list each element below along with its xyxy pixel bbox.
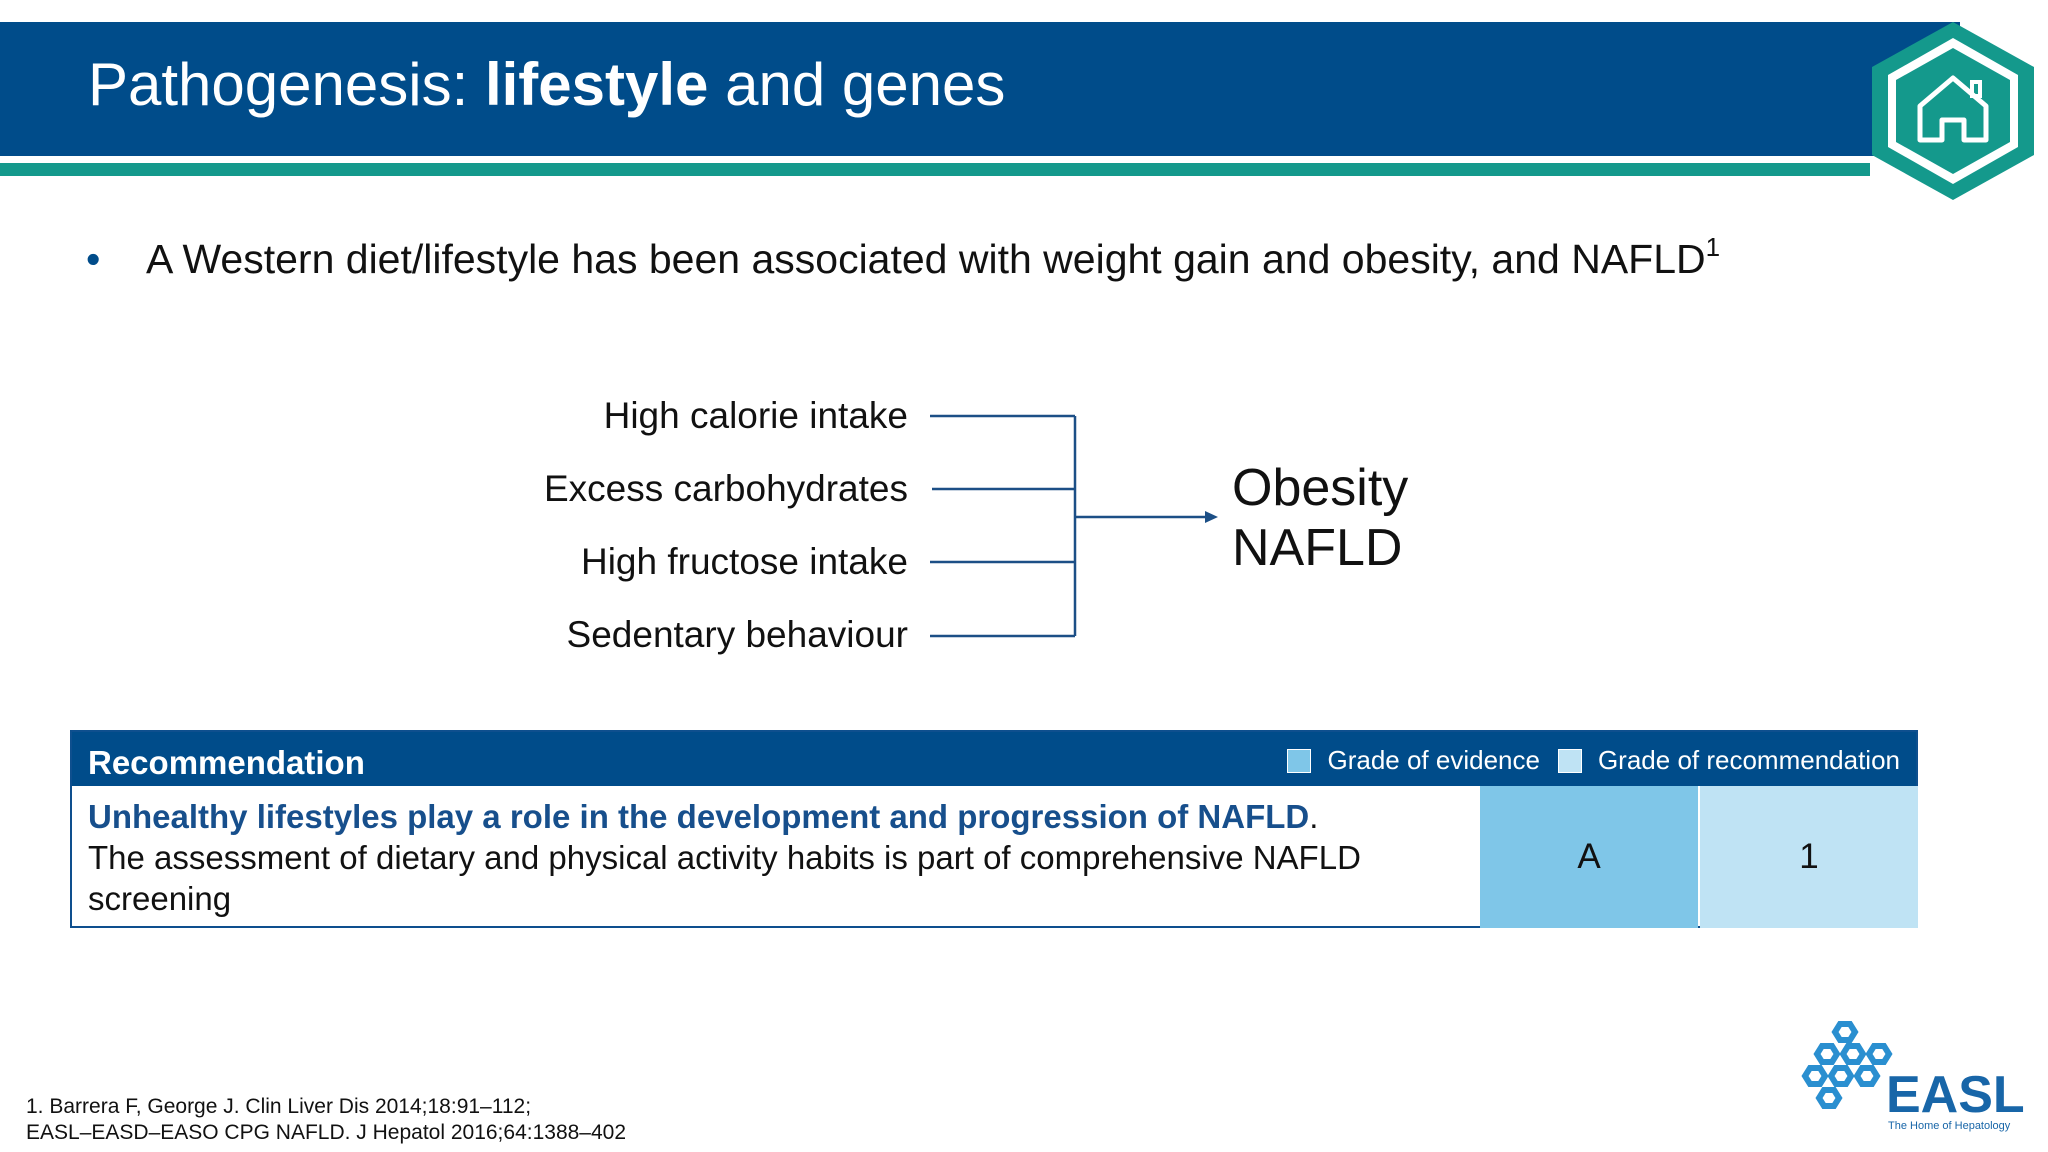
grade-of-recommendation-cell: 1 [1700,786,1918,928]
recommendation-legend-label: Grade of recommendation [1597,745,1900,775]
slide-title: Pathogenesis: lifestyle and genes [88,50,1005,119]
bullet-marker: • [86,236,101,282]
logo-tagline: The Home of Hepatology [1888,1120,2011,1132]
factor-label: Excess carbohydrates [543,468,908,509]
grade-of-evidence-cell: A [1480,786,1698,928]
recommendation-box: Recommendation Grade of evidence Grade o… [70,730,1918,928]
grade-legend: Grade of evidence Grade of recommendatio… [1287,745,1900,776]
header-stripe [0,163,1870,176]
factor-label: Sedentary behaviour [566,614,908,655]
outcome-label: NAFLD [1232,519,1403,577]
recommendation-title: Recommendation [88,744,365,781]
recommendation-body: The assessment of dietary and physical a… [88,839,1361,917]
recommendation-text: Unhealthy lifestyles play a role in the … [88,796,1488,919]
header-band [0,22,1960,156]
logo-wordmark: EASL [1886,1066,2025,1124]
easl-logo: EASL The Home of Hepatology [1801,1021,2025,1132]
home-button[interactable] [1868,20,2038,202]
evidence-legend-label: Grade of evidence [1327,745,1540,775]
outcome-label: Obesity [1232,459,1409,517]
reference-line: EASL–EASD–EASO CPG NAFLD. J Hepatol 2016… [26,1121,627,1144]
recommendation-lead-punct: . [1309,798,1319,835]
references: 1. Barrera F, George J. Clin Liver Dis 2… [26,1094,626,1146]
home-icon [1872,22,2034,200]
recommendation-header: Recommendation Grade of evidence Grade o… [72,732,1916,786]
bullet-point: • A Western diet/lifestyle has been assoc… [86,232,1720,283]
reference-line: 1. Barrera F, George J. Clin Liver Dis 2… [26,1095,532,1118]
recommendation-lead: Unhealthy lifestyles play a role in the … [88,798,1310,835]
recommendation-swatch [1557,748,1582,773]
bullet-text: A Western diet/lifestyle has been associ… [146,236,1706,282]
title-regular: Pathogenesis: [88,51,485,118]
title-bold: lifestyle [484,51,709,118]
evidence-swatch [1287,748,1312,773]
arrow-head [1205,511,1218,523]
factor-label: High fructose intake [580,541,908,582]
title-suffix: and genes [708,51,1006,118]
factor-label: High calorie intake [603,395,908,436]
bullet-superscript: 1 [1705,232,1721,262]
